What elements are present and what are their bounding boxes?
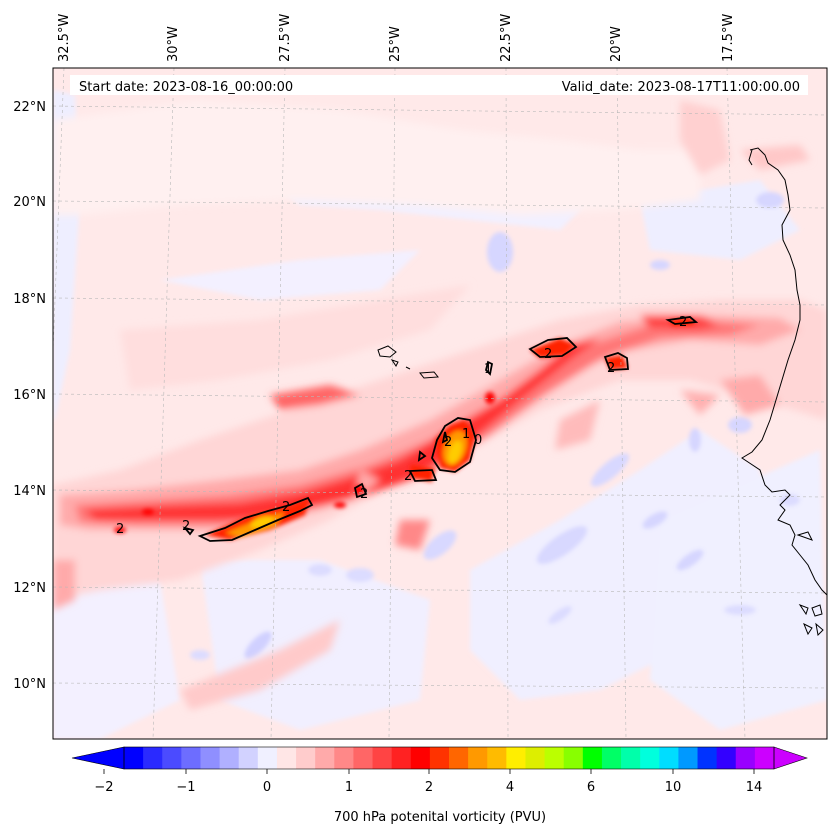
lat-label: 10°N [13,677,46,692]
colorbar-cell [487,747,507,769]
colorbar-tick-label: −2 [94,780,113,795]
contour-lines [182,316,699,542]
contour-label: 1 [462,427,470,442]
colorbar-cell [219,747,240,769]
lon-label: 25°W [388,26,403,62]
colorbar-ticks [103,769,755,774]
colorbar-cell [640,747,660,769]
african-coast [741,147,827,596]
contour-label: 2 [116,522,124,537]
lat-label: 22°N [13,100,46,115]
coastlines [377,147,827,637]
contour-label: 2 [282,500,290,515]
graticule [53,68,827,739]
lon-label: 20°W [609,26,624,62]
longitude-labels: 32.5°W 30°W 27.5°W 25°W 22.5°W 20°W 17.5… [57,14,736,62]
colorbar-cell [468,747,488,769]
contour-central [431,417,477,473]
contour-label: 2 [444,435,452,450]
contour-label: 2 [544,347,552,362]
contour-label: 2 [360,487,368,502]
valid-date-text: Valid_date: 2023-08-17T11:00:00.00 [562,80,800,95]
colorbar-tick-label: 6 [587,780,595,795]
colorbar-cell [754,747,775,769]
high-pv-cores [114,318,695,540]
lat-label: 14°N [13,484,46,499]
colorbar-tick-label: 1 [345,780,353,795]
contour-north [528,337,578,358]
colorbar-frame [123,746,775,770]
lon-label: 22.5°W [499,14,514,62]
lat-label: 18°N [13,292,46,307]
latitude-labels: 22°N 20°N 18°N 16°N 14°N 12°N 10°N [13,100,46,692]
colorbar-cell [582,747,603,769]
start-date-text: Start date: 2023-08-16_00:00:00 [79,80,293,95]
lat-label: 16°N [13,388,46,403]
contour-label: 2 [404,469,412,484]
lon-label: 30°W [166,26,181,62]
contour-label: 2 [679,315,687,330]
colorbar: −2 −1 0 1 2 4 6 10 14 700 hPa potenital … [71,746,808,825]
colorbar-cell [181,747,201,769]
contour-labels: 2 2 2 2 2 2 1 2 2 2 1 0 [116,315,687,537]
colorbar-tick-label: 2 [425,780,433,795]
colorbar-cell [410,747,431,769]
colorbar-cell [506,747,526,769]
contour-east [603,352,629,371]
lon-label: 32.5°W [57,14,72,62]
colorbar-cell [525,747,545,769]
colorbar-tick-label: 4 [506,780,514,795]
contour-west [197,496,314,542]
cape-verde-islands [377,345,439,379]
contour-far-east [665,316,699,325]
colorbar-cell [315,747,335,769]
colorbar-under-arrow [71,746,125,770]
colorbar-cell [429,747,450,769]
colorbar-cells [124,747,775,769]
colorbar-over-arrow [773,746,808,770]
date-banner [70,75,808,95]
lon-label: 27.5°W [278,14,293,62]
colorbar-label: 700 hPa potenital vorticity (PVU) [334,810,546,825]
colorbar-cell [162,747,182,769]
colorbar-cell [391,747,412,769]
colorbar-tick-labels: −2 −1 0 1 2 4 6 10 14 [94,780,762,795]
lat-label: 20°N [13,195,46,210]
colorbar-cell [372,747,393,769]
colorbar-cell [659,747,679,769]
colorbar-cell [124,747,144,769]
colorbar-cell [200,747,220,769]
contour-central-small [408,469,438,482]
colorbar-cell [621,747,641,769]
colorbar-cell [678,747,698,769]
colorbar-cell [449,747,469,769]
colorbar-cell [276,747,297,769]
colorbar-cell [334,747,354,769]
colorbar-cell [257,747,278,769]
colorbar-tick-label: 14 [746,780,763,795]
colorbar-cell [238,747,259,769]
colorbar-cell [716,747,737,769]
colorbar-cell [735,747,756,769]
contour-label: 1 [484,362,492,377]
colorbar-cell [601,747,622,769]
colorbar-cell [697,747,718,769]
colorbar-cell [296,747,316,769]
map-panel: 2 2 2 2 2 2 1 2 2 2 1 0 Start date: 2023… [53,68,827,739]
colorbar-cell [563,747,584,769]
contour-label: 2 [182,519,190,534]
lat-label: 12°N [13,581,46,596]
contour-label: 0 [474,433,482,448]
contour-label: 2 [607,361,615,376]
colorbar-cell [353,747,373,769]
colorbar-cell [544,747,565,769]
lon-label: 17.5°W [721,14,736,62]
colorbar-tick-label: −1 [176,780,195,795]
colorbar-cell [143,747,163,769]
colorbar-tick-label: 10 [665,780,682,795]
map-frame [52,67,828,740]
colorbar-tick-label: 0 [263,780,271,795]
